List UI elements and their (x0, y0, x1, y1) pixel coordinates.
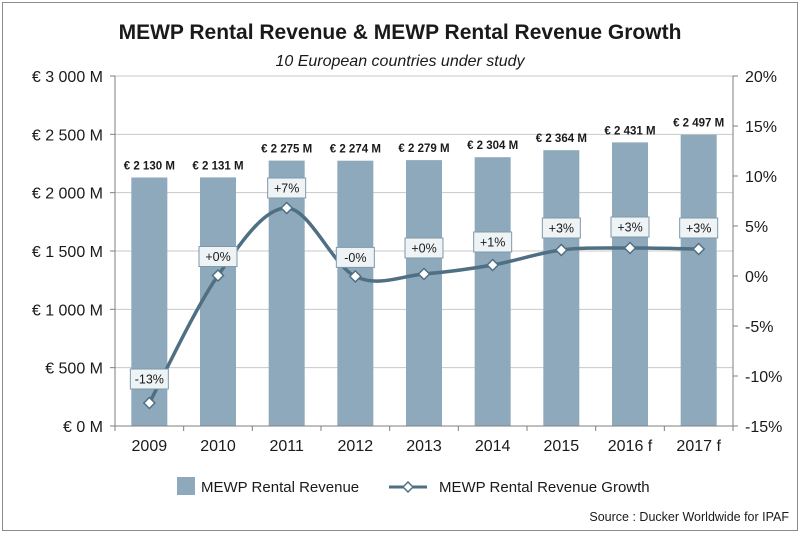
x-axis-tick-label: 2012 (338, 438, 374, 455)
growth-label-box (679, 217, 719, 239)
growth-line (142, 201, 706, 410)
revenue-bar-label: € 2 279 M (398, 143, 449, 155)
left-axis-tick-label: € 1 000 M (32, 302, 103, 319)
growth-point-marker (142, 396, 156, 410)
revenue-bar (474, 157, 511, 426)
revenue-bar (543, 150, 580, 426)
left-axis-tick-label: € 1 500 M (32, 244, 103, 261)
revenue-bar (268, 160, 305, 427)
revenue-bar-label: € 2 130 M (124, 161, 175, 173)
growth-point-marker (692, 242, 706, 256)
revenue-bar (200, 177, 236, 426)
revenue-bar-label: € 2 304 M (467, 140, 518, 152)
revenue-bar (406, 160, 442, 426)
left-axis-tick-label: € 2 000 M (32, 186, 103, 203)
growth-point-marker (486, 258, 500, 272)
revenue-bar-label: € 2 275 M (261, 144, 312, 156)
right-axis-tick-label: -5% (745, 319, 773, 336)
left-axis-tick-label: € 2 500 M (32, 127, 103, 144)
x-axis-tick-label: 2017 f (676, 438, 721, 455)
right-axis-tick-label: 0% (745, 269, 768, 286)
revenue-bar-label: € 2 274 M (330, 144, 381, 156)
growth-label: -0% (344, 251, 366, 265)
growth-label: +3% (549, 222, 574, 236)
growth-label: -13% (135, 373, 164, 387)
right-axis-tick-label: -10% (745, 369, 782, 386)
right-axis-tick-label: 10% (745, 169, 777, 186)
left-axis-tick-label: € 500 M (45, 361, 103, 378)
revenue-bars (131, 134, 717, 427)
chart-canvas: MEWP Rental Revenue & MEWP Rental Revenu… (32, 21, 790, 524)
growth-label-box (610, 216, 650, 238)
revenue-bar-label: € 2 131 M (192, 160, 243, 172)
growth-label: +1% (480, 236, 505, 250)
growth-label: +0% (205, 250, 230, 264)
left-axis-tick-label: € 0 M (63, 419, 103, 436)
growth-label: +3% (617, 221, 642, 235)
x-axis-tick-label: 2010 (200, 438, 236, 455)
chart-title: MEWP Rental Revenue & MEWP Rental Revenu… (119, 21, 682, 44)
growth-point-marker (623, 241, 637, 255)
chart-subtitle: 10 European countries under study (275, 53, 525, 70)
growth-label-box (267, 177, 307, 199)
right-axis-tick-label: 20% (745, 69, 777, 86)
growth-point-marker (280, 201, 294, 215)
revenue-bar (337, 160, 374, 426)
growth-label: +3% (686, 222, 711, 236)
growth-point-marker (211, 268, 225, 283)
left-axis-tick-label: € 3 000 M (32, 69, 103, 86)
right-axis-tick-label: 15% (745, 119, 777, 136)
revenue-bar-label: € 2 497 M (673, 118, 724, 130)
data-labels: € 2 130 M € 2 131 M € 2 275 M € 2 274 M € 2 … (124, 118, 724, 390)
revenue-bar-label: € 2 431 M (604, 125, 655, 137)
right-axis-tick-label: 5% (745, 219, 768, 236)
revenue-bar (612, 142, 648, 426)
growth-point-marker (554, 243, 568, 257)
legend-line-label: MEWP Rental Revenue Growth (439, 479, 650, 496)
growth-point-marker (417, 267, 431, 281)
legend-bar-label: MEWP Rental Revenue (201, 479, 359, 496)
legend-bar-swatch (177, 477, 195, 495)
revenue-bar (680, 134, 717, 426)
x-axis-tick-label: 2009 (132, 438, 168, 455)
growth-point-marker (348, 269, 362, 283)
growth-label-box (541, 217, 581, 239)
legend-line-marker-icon (401, 480, 415, 494)
right-axis-tick-label: -15% (745, 419, 782, 436)
axes: € 0 M € 500 M € 1 000 M € 1 500 M € 2 000 M €… (32, 69, 783, 455)
growth-label-box (335, 246, 375, 268)
legend: MEWP Rental Revenue MEWP Rental Revenue … (177, 477, 650, 496)
growth-label-box (404, 237, 444, 259)
x-axis-tick-label: 2011 (269, 438, 304, 455)
growth-label-box (198, 246, 238, 267)
x-axis-tick-label: 2016 f (608, 438, 653, 455)
x-axis-tick-label: 2013 (406, 438, 442, 455)
growth-label: +7% (274, 182, 299, 196)
growth-label: +0% (411, 242, 436, 256)
growth-label-box (129, 368, 169, 390)
x-axis-tick-label: 2014 (475, 438, 511, 455)
revenue-bar-label: € 2 364 M (536, 133, 587, 145)
source-note: Source : Ducker Worldwide for IPAF (589, 510, 789, 524)
x-axis-tick-label: 2015 (544, 438, 580, 455)
growth-label-box (473, 231, 513, 253)
